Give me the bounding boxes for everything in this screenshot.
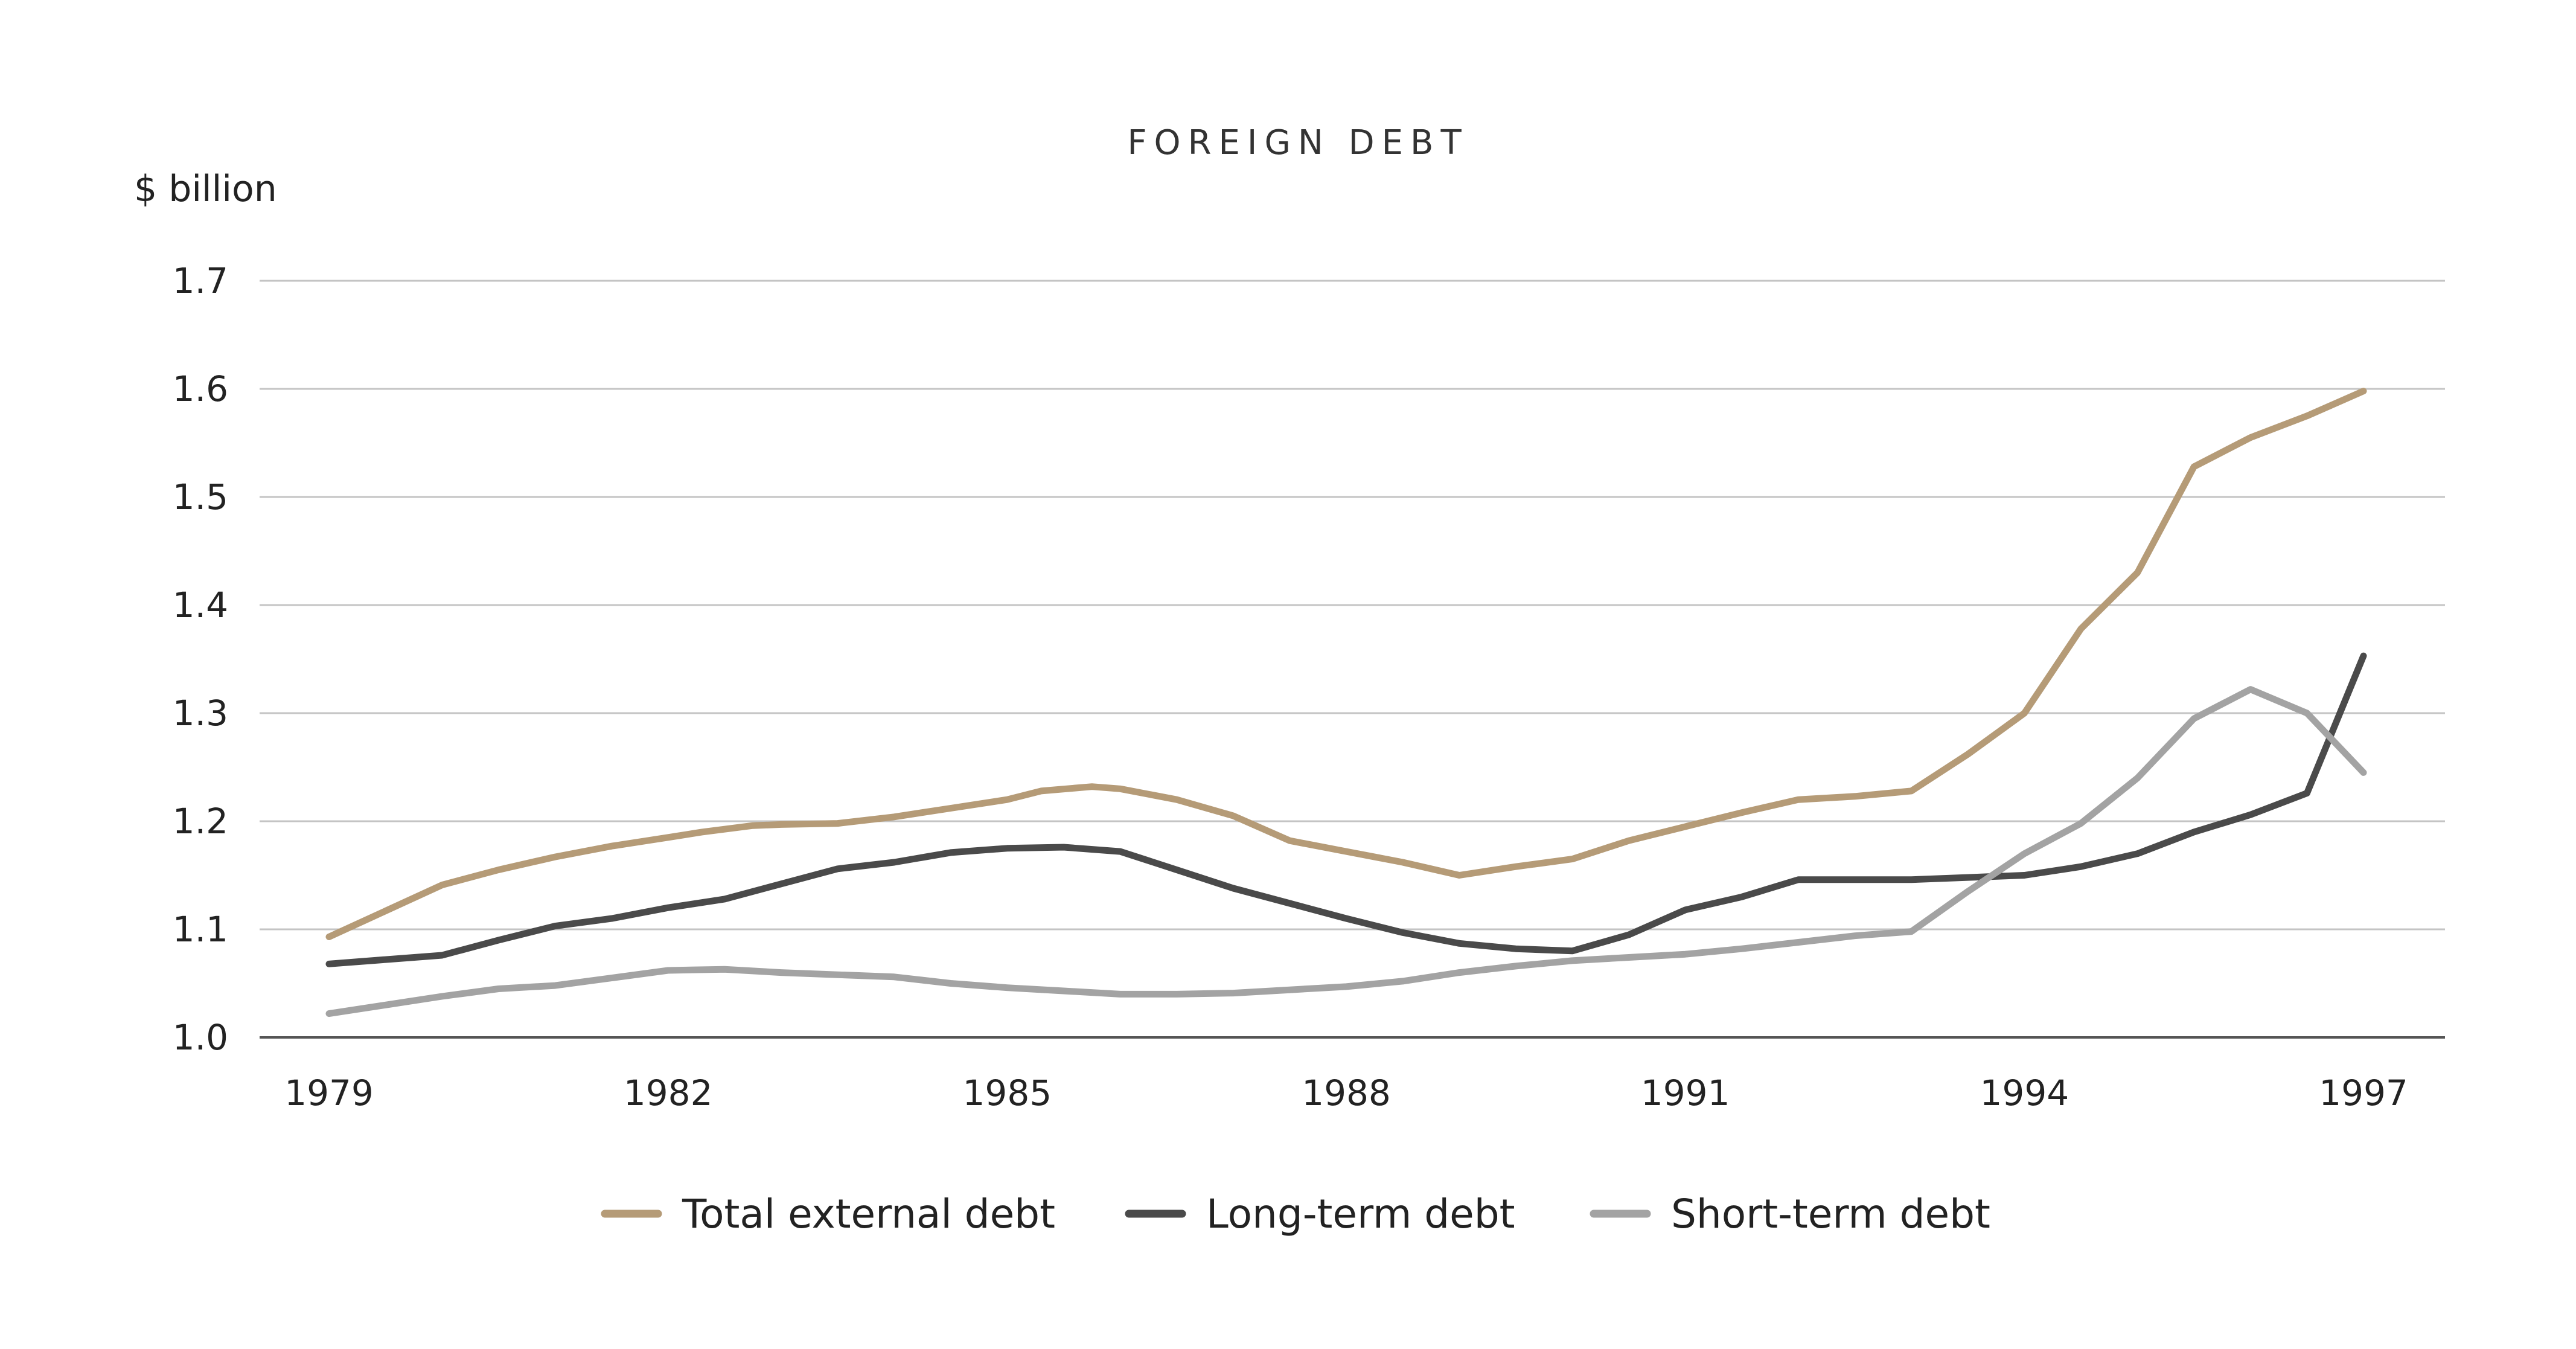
x-axis-ticks: 1979 1982 1985 1988 1991 1994 1997 bbox=[284, 1072, 2408, 1113]
legend: Total external debt Long-term debt Short-t… bbox=[601, 1191, 1990, 1237]
chart-title: FOREIGN DEBT bbox=[1127, 123, 1468, 162]
y-axis-ticks: 1.0 1.1 1.2 1.3 1.4 1.5 1.6 1.7 bbox=[173, 260, 228, 1058]
x-tick-label: 1985 bbox=[963, 1072, 1052, 1113]
series-line-short-term-debt bbox=[325, 686, 2367, 1017]
y-tick-label: 1.6 bbox=[173, 368, 228, 409]
gridlines bbox=[260, 280, 2445, 931]
y-tick-label: 1.1 bbox=[173, 909, 228, 950]
y-tick-label: 1.0 bbox=[173, 1017, 228, 1058]
x-tick-label: 1994 bbox=[1980, 1072, 2069, 1113]
x-tick-label: 1979 bbox=[284, 1072, 374, 1113]
legend-label: Short-term debt bbox=[1671, 1191, 1990, 1237]
series-line-long-term-debt bbox=[325, 652, 2367, 967]
x-tick-label: 1988 bbox=[1302, 1072, 1391, 1113]
legend-label: Long-term debt bbox=[1206, 1191, 1515, 1237]
series-lines bbox=[325, 388, 2367, 1017]
y-tick-label: 1.5 bbox=[173, 476, 228, 517]
y-tick-label: 1.3 bbox=[173, 693, 228, 734]
y-axis-unit-label: $ billion bbox=[134, 168, 277, 210]
x-tick-label: 1997 bbox=[2319, 1072, 2408, 1113]
legend-label: Total external debt bbox=[682, 1191, 1055, 1237]
x-tick-label: 1991 bbox=[1641, 1072, 1730, 1113]
x-tick-label: 1982 bbox=[624, 1072, 713, 1113]
series-line-total-external-debt bbox=[325, 388, 2367, 940]
y-tick-label: 1.2 bbox=[173, 801, 228, 842]
y-tick-label: 1.4 bbox=[173, 585, 228, 626]
y-tick-label: 1.7 bbox=[173, 260, 228, 301]
